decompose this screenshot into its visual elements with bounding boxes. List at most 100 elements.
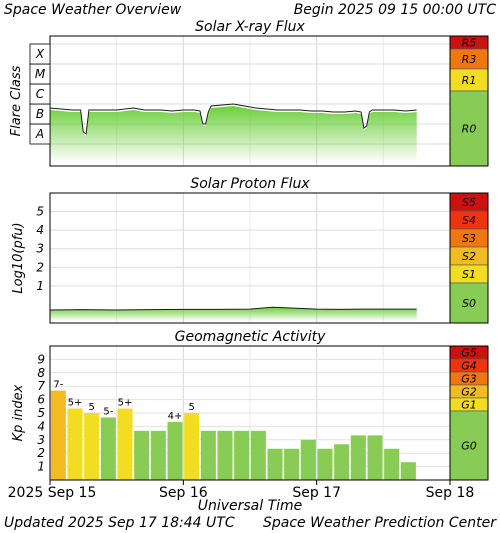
kp-bar [167,421,183,480]
scale-cell-s0 [449,282,489,324]
proton-s-scale: S5 S4 S3 S2 S1 S0 [449,192,489,324]
kp-bar [334,444,350,480]
kp-tick-7: 7 [37,379,45,393]
kp-tick-4: 4 [37,419,45,433]
kp-tick-5: 5 [37,406,45,420]
kp-bar [234,430,250,480]
proton-flux-series [49,306,417,321]
x-tick-label: Sep 18 [426,485,475,501]
proton-flux-line [49,306,417,311]
kp-bar [150,430,166,480]
kp-bar [284,448,300,480]
kp-bar [84,413,100,480]
xray-flux-line [49,103,417,135]
kp-bar [134,430,150,480]
kp-bar [267,448,283,480]
kp-x-axis: 2025 Sep 15 Sep 16 Sep 17 Sep 18 [8,480,475,501]
scale-label-g3: G3 [461,373,477,386]
x-tick-label: 2025 Sep 15 [8,485,97,501]
kp-bar-label: 5+ [68,398,83,409]
kp-bar-label: 5+ [118,398,133,409]
proton-flux-area [50,307,417,321]
kp-bar-label: 7- [53,380,63,391]
x-tick-label: Sep 16 [159,485,208,501]
figure-title: Space Weather Overview [4,2,182,18]
kp-bar [367,435,383,480]
kp-bar [250,430,266,480]
geomag-title: Geomagnetic Activity [175,329,326,345]
kp-bar [117,408,133,480]
kp-tick-2: 2 [37,446,45,460]
xray-r-scale: R5 R3 R1 R0 [449,35,489,167]
scale-label-r3: R3 [462,53,477,66]
kp-bar [50,390,66,480]
xray-flux-area [50,106,417,163]
kp-bar [300,439,316,480]
scale-label-g4: G4 [461,360,477,373]
kp-bar-label: 5- [103,406,113,417]
kp-tick-3: 3 [37,433,45,447]
kp-bar [317,448,333,480]
source-credit: Space Weather Prediction Center [263,515,497,531]
x-tick-label: Sep 17 [292,485,341,501]
kp-ylabel: Kp index [11,384,26,441]
scale-label-r0: R0 [462,123,477,136]
scale-frame [449,192,489,324]
kp-bar [100,417,116,480]
xray-flux-series [49,103,417,163]
class-label-a: A [35,127,44,141]
scale-frame [449,345,489,481]
class-label-x: X [35,47,45,61]
kp-tick-8: 8 [37,366,45,380]
scale-label-s0: S0 [462,297,476,310]
kp-bar [200,430,216,480]
scale-label-s4: S4 [462,214,476,227]
proton-tick-3: 3 [36,242,44,256]
kp-bar [400,462,416,480]
scale-label-s1: S1 [462,268,476,281]
scale-label-g1: G1 [461,399,477,412]
proton-ylabel: Log10(pfu) [11,222,26,293]
scale-frame [449,35,489,167]
xray-title: Solar X-ray Flux [195,19,305,35]
kp-tick-9: 9 [37,352,45,366]
kp-bars: 7- 5+ 5 5- 5+ 4+ 5 [50,380,416,480]
kp-bar [184,413,200,480]
kp-bar-label: 4+ [168,411,183,422]
class-label-b: B [36,107,44,121]
scale-cell-r0 [449,90,489,167]
scale-label-s3: S3 [462,232,476,245]
kp-bar [384,448,400,480]
proton-tick-4: 4 [36,223,44,237]
class-label-m: M [35,67,46,81]
updated-time: Updated 2025 Sep 17 18:44 UTC [4,515,235,531]
proton-tick-2: 2 [36,260,44,274]
proton-tick-1: 1 [36,279,44,293]
kp-bar-label: 5 [188,402,194,413]
kp-grid [50,346,450,480]
kp-bar [350,435,366,480]
scale-label-r5: R5 [462,37,477,50]
scale-label-g0: G0 [461,440,477,453]
scale-label-s5: S5 [462,196,476,209]
x-axis-title: Universal Time [198,498,303,514]
proton-panel: 1 2 3 4 5 Log10(pfu) S5 S4 S3 S2 S1 S0 [11,192,489,324]
scale-label-g5: G5 [461,347,477,360]
kp-tick-1: 1 [37,460,45,474]
kp-bar-label: 5 [88,402,94,413]
kp-bar [67,408,83,480]
class-box-x [29,43,51,65]
scale-label-s2: S2 [462,250,476,263]
scale-cell-g0 [449,410,489,481]
kp-bar [217,430,233,480]
kp-tick-6: 6 [37,393,45,407]
scale-label-r1: R1 [462,74,477,87]
proton-y-axis: 1 2 3 4 5 [36,205,44,293]
begin-time: Begin 2025 09 15 00:00 UTC [294,2,497,18]
